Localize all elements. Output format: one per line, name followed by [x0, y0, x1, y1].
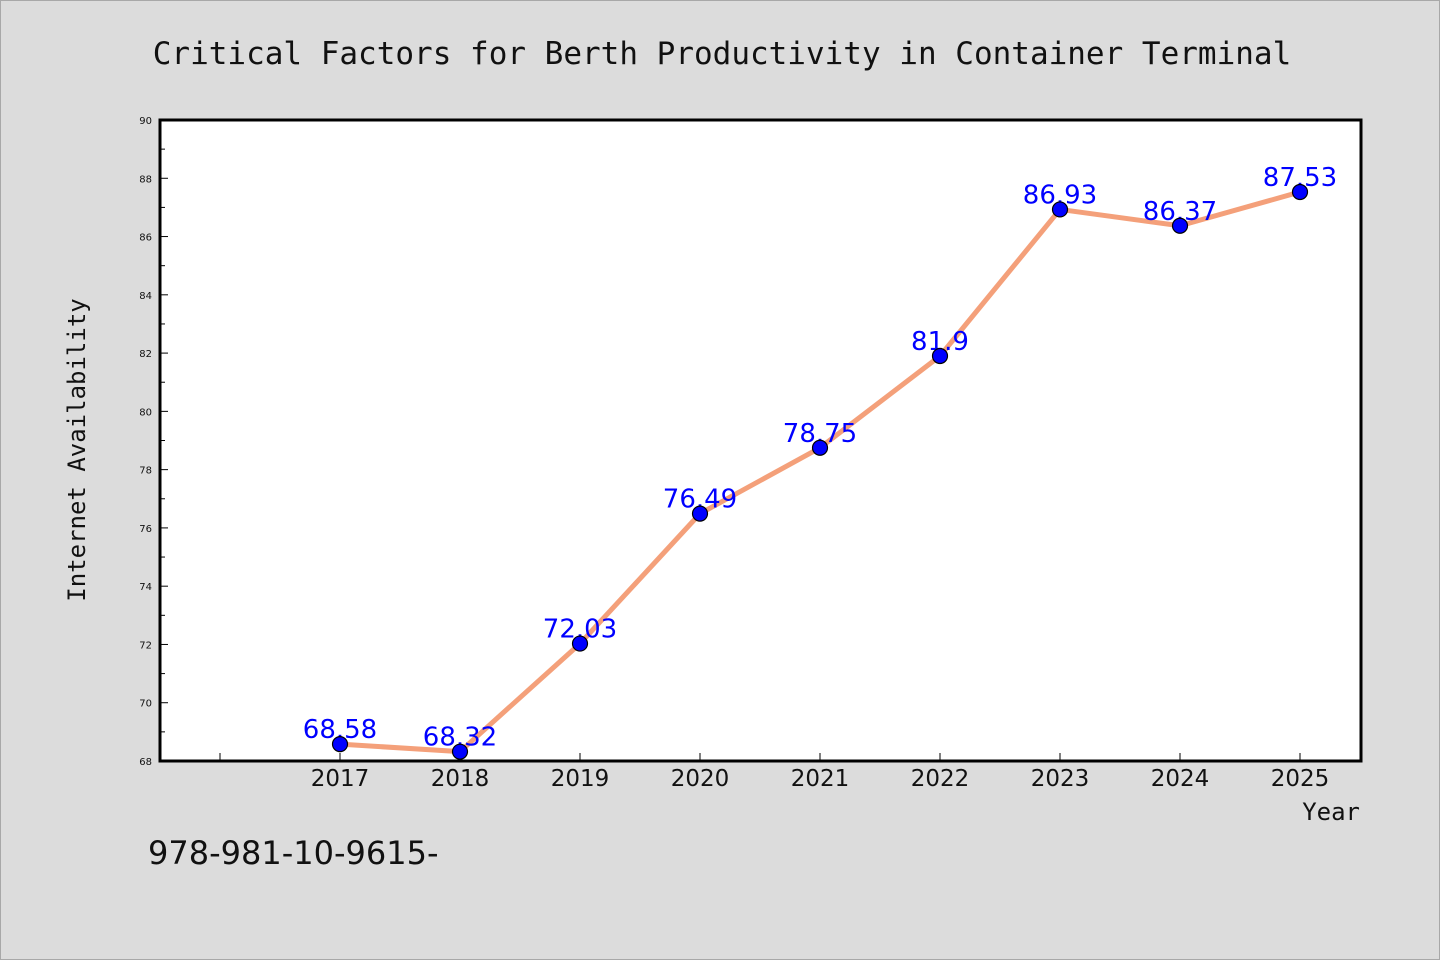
plot-frame — [158, 118, 1363, 763]
data-point — [931, 347, 949, 365]
data-point — [571, 635, 589, 652]
y-tick-label: 76 — [139, 524, 152, 535]
x-tick-label: 2022 — [911, 766, 970, 792]
y-tick-label: 72 — [139, 640, 152, 651]
y-tick-label: 90 — [139, 116, 152, 127]
x-tick-label: 2020 — [671, 766, 730, 792]
y-tick-label: 86 — [139, 233, 152, 244]
x-tick-label: 2023 — [1031, 766, 1090, 792]
y-tick-label: 80 — [139, 407, 152, 418]
data-point — [691, 505, 709, 522]
y-tick-label: 82 — [139, 349, 152, 360]
series-layer: 68.58 68.3272.0376.4978.7581.986.9386.378… — [303, 163, 1337, 760]
x-axis: 2017 2018 2019 2020 2021 2022 2023 2024 2025 — [219, 753, 1330, 792]
x-tick-label: 2024 — [1151, 766, 1210, 792]
data-point — [1171, 217, 1189, 234]
x-tick-label: 2021 — [791, 766, 850, 792]
plot-area — [160, 120, 1361, 761]
x-tick-label: 2017 — [311, 766, 370, 792]
data-point — [1051, 201, 1069, 218]
y-tick-label: 74 — [139, 582, 152, 593]
y-axis: 68 70 72 74 76 78 80 82 84 86 88 90 — [139, 116, 168, 768]
y-tick-label: 70 — [139, 699, 152, 710]
x-tick-label: 2019 — [551, 766, 610, 792]
y-tick-label: 88 — [139, 174, 152, 185]
y-tick-label: 78 — [139, 466, 152, 477]
data-point — [331, 736, 349, 753]
data-point — [451, 743, 469, 760]
footer-code: 978-981-10-9615- — [148, 834, 439, 872]
chart-title: Critical Factors for Berth Productivity … — [153, 36, 1291, 72]
x-tick-label: 2025 — [1271, 766, 1330, 792]
data-point — [811, 439, 829, 456]
y-tick-label: 68 — [139, 757, 152, 768]
y-axis-title: Internet Availability — [63, 298, 91, 601]
x-axis-title: Year — [1302, 798, 1360, 826]
data-point — [1291, 183, 1309, 201]
x-tick-label: 2018 — [431, 766, 490, 792]
y-tick-label: 84 — [139, 291, 152, 302]
